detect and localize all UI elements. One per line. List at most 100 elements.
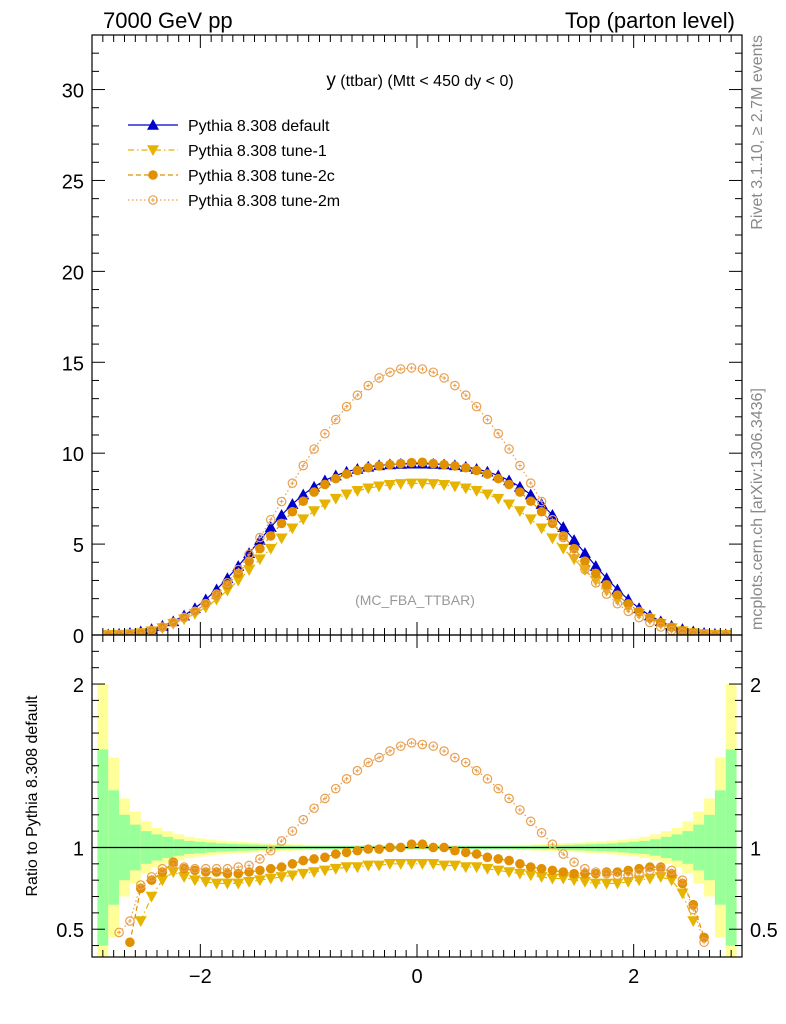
legend: Pythia 8.308 default Pythia 8.308 tune-1 P…	[128, 118, 340, 210]
data-point-pythia-8-308-tune-1	[362, 483, 375, 495]
data-point-pythia-8-308-tune-1	[513, 506, 526, 517]
ratio-point-pythia-8-308-tune-2m	[525, 816, 536, 827]
plot-title: y (ttbar) (Mtt < 450 dy < 0)	[326, 70, 513, 91]
ratio-point-pythia-8-308-tune-2m	[677, 875, 688, 885]
ratio-point-pythia-8-308-tune-1	[622, 877, 635, 888]
data-point-pythia-8-308-tune-2m	[623, 606, 634, 617]
ratio-point-pythia-8-308-tune-2m	[655, 863, 666, 874]
data-point-pythia-8-308-tune-2m	[374, 373, 384, 383]
data-point-pythia-8-308-tune-2c	[590, 568, 601, 579]
data-point-pythia-8-308-tune-2m	[211, 589, 222, 599]
data-point-pythia-8-308-default	[524, 488, 537, 500]
data-point-pythia-8-308-tune-1	[416, 478, 429, 490]
ratio-point-pythia-8-308-tune-1	[134, 916, 147, 928]
ratio-point-pythia-8-308-tune-2m	[374, 752, 384, 763]
ratio-point-pythia-8-308-tune-2c	[515, 859, 525, 869]
data-point-pythia-8-308-tune-2c	[265, 531, 276, 541]
ratio-point-pythia-8-308-tune-2c	[536, 863, 547, 874]
data-point-pythia-8-308-tune-2m	[590, 578, 601, 588]
ratio-point-pythia-8-308-tune-1	[643, 873, 656, 885]
ratio-point-pythia-8-308-tune-1	[145, 891, 158, 903]
ratio-point-pythia-8-308-tune-2m	[504, 793, 514, 804]
ratio-point-pythia-8-308-tune-1	[351, 862, 364, 874]
data-point-pythia-8-308-tune-2m	[298, 460, 309, 471]
ratio-point-pythia-8-308-tune-2m	[558, 849, 569, 859]
ratio-y-tick-label: 0.5	[56, 920, 84, 942]
ratio-point-pythia-8-308-tune-1	[676, 888, 689, 900]
data-point-pythia-8-308-tune-2m	[395, 364, 406, 374]
data-point-pythia-8-308-tune-2m	[677, 628, 688, 635]
ratio-point-pythia-8-308-tune-1	[611, 878, 624, 890]
data-point-pythia-8-308-default	[589, 560, 602, 571]
ratio-point-pythia-8-308-tune-1	[167, 867, 180, 879]
ratio-point-pythia-8-308-tune-2m	[352, 765, 363, 776]
data-point-pythia-8-308-tune-2m	[536, 496, 547, 507]
data-point-pythia-8-308-tune-1	[297, 514, 310, 526]
legend-marker-pythia-8-308-tune-2c	[148, 170, 158, 180]
ratio-point-pythia-8-308-tune-2m	[439, 746, 449, 756]
ratio-point-pythia-8-308-tune-1	[232, 878, 245, 890]
ratio-point-pythia-8-308-tune-2m	[450, 752, 460, 763]
x-tick-label: 0	[411, 966, 422, 988]
ratio-point-pythia-8-308-tune-2m	[395, 741, 406, 751]
ratio-point-pythia-8-308-tune-2c	[471, 849, 482, 859]
data-point-pythia-8-308-tune-2m	[135, 628, 146, 635]
ratio-point-pythia-8-308-tune-2c	[200, 867, 211, 877]
data-point-pythia-8-308-tune-2m	[406, 363, 417, 373]
ratio-point-pythia-8-308-tune-1	[448, 860, 461, 872]
ratio-point-pythia-8-308-tune-1	[503, 867, 516, 879]
data-point-pythia-8-308-tune-2c	[471, 465, 482, 476]
ratio-point-pythia-8-308-tune-2c	[276, 862, 287, 872]
data-point-pythia-8-308-tune-2c	[450, 461, 460, 471]
data-point-pythia-8-308-tune-2m	[320, 428, 330, 439]
legend-label-pythia-8-308-tune-2m: Pythia 8.308 tune-2m	[188, 193, 340, 210]
data-point-pythia-8-308-tune-1	[524, 514, 537, 526]
ratio-point-pythia-8-308-tune-1	[578, 877, 591, 888]
ratio-point-pythia-8-308-tune-2c	[569, 868, 579, 879]
ratio-point-pythia-8-308-tune-2c	[482, 852, 493, 863]
data-point-pythia-8-308-tune-2m	[482, 414, 493, 425]
data-point-pythia-8-308-tune-2m	[287, 478, 298, 488]
data-point-pythia-8-308-tune-2m	[222, 578, 233, 588]
ratio-point-pythia-8-308-tune-2m	[222, 863, 233, 874]
y-tick-label: 30	[62, 81, 84, 103]
y-tick-label: 10	[62, 444, 84, 466]
ratio-point-pythia-8-308-tune-2m	[612, 870, 623, 881]
ratio-y-tick-label-right: 2	[750, 675, 761, 697]
ratio-point-pythia-8-308-tune-1	[221, 878, 234, 890]
mcplots-label: mcplots.cern.ch [arXiv:1306.3436]	[749, 388, 766, 630]
ratio-point-pythia-8-308-tune-1	[394, 859, 407, 870]
ratio-point-pythia-8-308-tune-1	[297, 868, 310, 880]
ratio-point-pythia-8-308-tune-1	[405, 859, 418, 870]
data-point-pythia-8-308-tune-2m	[200, 598, 211, 609]
ratio-point-pythia-8-308-tune-2m	[255, 854, 265, 864]
ratio-point-pythia-8-308-tune-2m	[320, 793, 330, 804]
ratio-point-pythia-8-308-tune-1	[633, 875, 646, 887]
ratio-point-pythia-8-308-tune-2c	[352, 845, 363, 856]
data-point-pythia-8-308-tune-2m	[493, 428, 504, 439]
series-line-pythia-8-308-tune-2c	[108, 461, 726, 635]
ratio-point-pythia-8-308-tune-1	[275, 872, 288, 883]
data-point-pythia-8-308-tune-2m	[580, 564, 590, 575]
data-point-pythia-8-308-tune-2c	[298, 496, 309, 506]
ratio-point-pythia-8-308-tune-2m	[699, 937, 709, 948]
legend-label-pythia-8-308-tune-1: Pythia 8.308 tune-1	[188, 143, 327, 160]
data-point-pythia-8-308-tune-1	[459, 483, 472, 495]
data-point-pythia-8-308-tune-1	[481, 489, 494, 501]
ratio-point-pythia-8-308-tune-2m	[482, 774, 493, 784]
header-right-title: Top (parton level)	[565, 8, 735, 33]
data-point-pythia-8-308-tune-2c	[330, 473, 341, 484]
data-point-pythia-8-308-tune-1	[329, 493, 342, 505]
ratio-point-pythia-8-308-tune-2m	[623, 870, 634, 881]
ratio-point-pythia-8-308-tune-2c	[677, 878, 688, 889]
ratio-point-pythia-8-308-tune-2c	[699, 932, 709, 943]
data-point-pythia-8-308-tune-2m	[612, 598, 623, 609]
ratio-line-pythia-8-308-tune-2c	[129, 843, 705, 943]
x-tick-label: −2	[189, 966, 212, 988]
data-point-pythia-8-308-default	[297, 488, 310, 500]
rivet-label: Rivet 3.1.10, ≥ 2.7M events	[749, 35, 766, 230]
data-point-pythia-8-308-tune-2m	[233, 564, 244, 575]
data-point-pythia-8-308-default	[264, 521, 277, 532]
ratio-point-pythia-8-308-tune-2c	[493, 854, 504, 864]
